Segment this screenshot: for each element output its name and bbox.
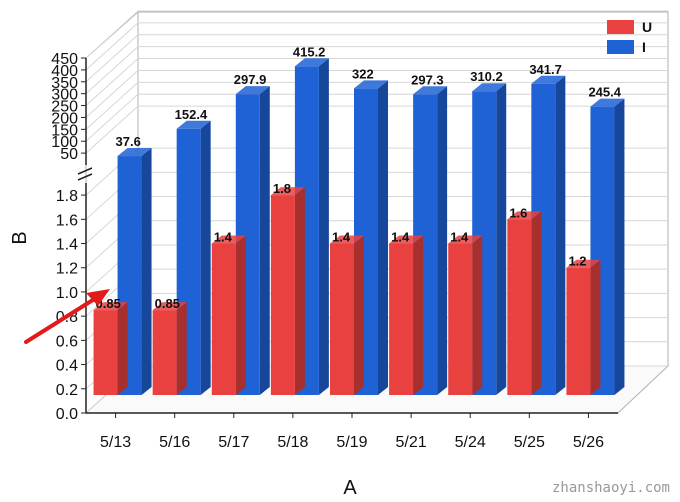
x-tick-label: 5/26 bbox=[573, 434, 604, 451]
gridline bbox=[85, 81, 139, 130]
annotation-arrow bbox=[24, 289, 110, 344]
y-tick-label: 1.0 bbox=[56, 285, 78, 302]
gridline bbox=[85, 105, 139, 154]
bar-u-1 bbox=[152, 302, 187, 395]
data-label-u: 1.4 bbox=[214, 230, 233, 245]
data-labels: 0.8537.60.85152.41.4297.91.8415.21.43221… bbox=[96, 44, 622, 311]
y-tick-label: 350 bbox=[51, 75, 78, 92]
y-tick-label: 300 bbox=[51, 87, 78, 104]
y-tick-label: 400 bbox=[51, 63, 78, 80]
y-tick-label: 100 bbox=[51, 134, 78, 151]
gridline bbox=[85, 22, 139, 71]
bar-u-5 bbox=[389, 235, 424, 395]
y-axis-title: B bbox=[9, 231, 31, 244]
bar-u-2 bbox=[211, 235, 246, 395]
data-label-i: 152.4 bbox=[175, 107, 208, 122]
gridline bbox=[85, 46, 139, 95]
x-tick-label: 5/19 bbox=[336, 434, 367, 451]
y-tick-label: 0.2 bbox=[56, 382, 78, 399]
gridline bbox=[85, 10, 139, 59]
bar-u-7 bbox=[507, 211, 542, 395]
data-label-u: 1.2 bbox=[568, 254, 586, 269]
y-tick-label: 0.4 bbox=[56, 358, 78, 375]
gridline bbox=[85, 58, 139, 106]
data-label-u: 1.4 bbox=[450, 230, 469, 245]
watermark: zhanshaoyi.com bbox=[552, 480, 670, 496]
x-tick-label: 5/16 bbox=[159, 434, 190, 451]
y-tick-label: 0.6 bbox=[56, 333, 78, 350]
bar-i-1 bbox=[176, 120, 211, 395]
y-tick-label: 1.6 bbox=[56, 212, 78, 229]
data-label-u: 0.85 bbox=[155, 296, 180, 311]
bar-i-0 bbox=[117, 148, 152, 395]
gridline bbox=[85, 70, 139, 118]
x-tick-label: 5/21 bbox=[396, 434, 427, 451]
data-label-i: 37.6 bbox=[116, 134, 141, 149]
bar-u-4 bbox=[330, 235, 364, 395]
data-label-i: 415.2 bbox=[293, 44, 326, 59]
bar-u-3 bbox=[270, 187, 305, 395]
axis-break-mark bbox=[77, 173, 93, 181]
y-tick-label: 1.8 bbox=[56, 188, 78, 205]
legend-label-i: I bbox=[642, 39, 646, 55]
gridline bbox=[85, 34, 139, 83]
x-tick-label: 5/24 bbox=[455, 434, 486, 451]
y-tick-label: 0.0 bbox=[56, 406, 78, 423]
data-label-i: 297.9 bbox=[234, 72, 267, 87]
axis-break-mark bbox=[77, 167, 93, 175]
legend-swatch-i bbox=[607, 40, 634, 54]
data-label-u: 1.6 bbox=[509, 205, 527, 220]
legend-swatch-u bbox=[607, 20, 634, 34]
x-tick-label: 5/13 bbox=[100, 434, 131, 451]
legend-label-u: U bbox=[642, 19, 652, 35]
bar-u-8 bbox=[566, 259, 601, 395]
y-tick-label: 1.2 bbox=[56, 261, 78, 278]
data-label-u: 1.4 bbox=[332, 230, 351, 245]
x-tick-label: 5/17 bbox=[218, 434, 249, 451]
x-axis-title: A bbox=[343, 477, 357, 499]
legend: U I bbox=[607, 19, 652, 55]
y-tick-label: 200 bbox=[51, 110, 78, 127]
data-label-u: 1.8 bbox=[273, 181, 291, 196]
gridline bbox=[85, 93, 139, 142]
bars bbox=[93, 58, 625, 396]
bar-u-6 bbox=[448, 235, 483, 395]
y-tick-label: 150 bbox=[51, 122, 78, 139]
y-tick-label: 250 bbox=[51, 99, 78, 116]
data-label-i: 297.3 bbox=[411, 72, 444, 87]
bar-i-2 bbox=[235, 86, 270, 395]
data-label-u: 1.4 bbox=[391, 230, 410, 245]
data-label-i: 341.7 bbox=[529, 62, 562, 77]
data-label-i: 310.2 bbox=[470, 69, 503, 84]
bar-u-0 bbox=[93, 302, 128, 395]
y-tick-label: 450 bbox=[51, 51, 78, 68]
x-tick-label: 5/18 bbox=[277, 434, 308, 451]
y-tick-label: 1.4 bbox=[56, 237, 78, 254]
data-label-i: 245.4 bbox=[588, 85, 621, 100]
y-tick-label: 50 bbox=[60, 146, 78, 163]
data-label-i: 322 bbox=[352, 66, 374, 81]
x-tick-label: 5/25 bbox=[514, 434, 545, 451]
